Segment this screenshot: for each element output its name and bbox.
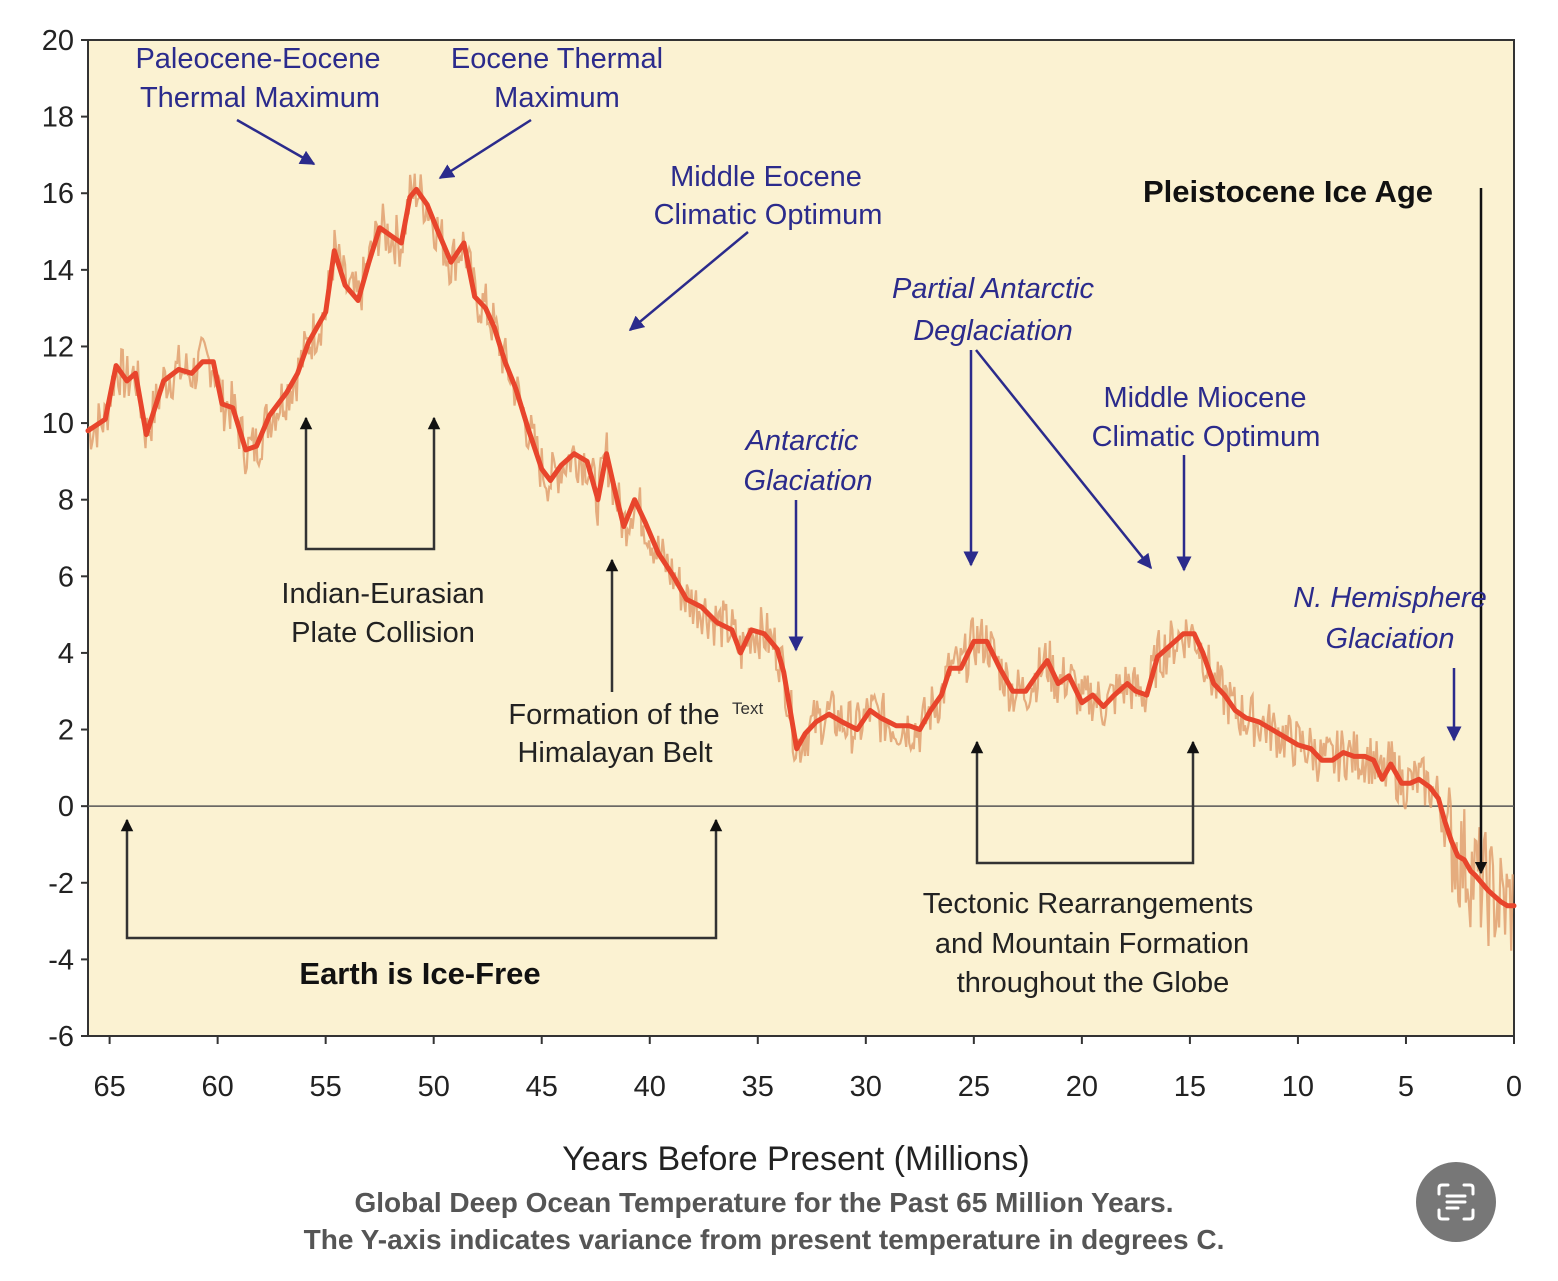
y-tick-label: 18 xyxy=(42,102,74,134)
x-tick-label: 35 xyxy=(742,1071,774,1103)
ice-free-label: Earth is Ice-Free xyxy=(299,956,540,991)
text-stub-label: Text xyxy=(732,699,763,718)
y-tick-label: -6 xyxy=(48,1021,74,1053)
etm-arrow xyxy=(438,118,532,180)
x-tick-label: 0 xyxy=(1506,1071,1522,1103)
meco-arrow xyxy=(628,231,749,331)
mmco-label-line2: Climatic Optimum xyxy=(1092,421,1321,453)
y-tick-label: 10 xyxy=(42,408,74,440)
x-tick-label: 55 xyxy=(310,1071,342,1103)
petm-arrow xyxy=(236,118,316,166)
y-tick-label: 8 xyxy=(58,485,74,517)
y-tick-label: 0 xyxy=(58,791,74,823)
y-tick-label: -2 xyxy=(48,868,74,900)
meco-label-line1: Middle Eocene xyxy=(670,161,862,193)
y-tick-label: 2 xyxy=(58,715,74,747)
chart-subtitle: The Y-axis indicates variance from prese… xyxy=(304,1224,1225,1255)
indian-eurasian-label-line2: Plate Collision xyxy=(291,617,475,649)
indian-eurasian-label-line1: Indian-Eurasian xyxy=(281,578,484,610)
partial-antarctic-label-line2: Deglaciation xyxy=(913,315,1073,347)
mmco-label-line1: Middle Miocene xyxy=(1103,382,1306,414)
etm-label-line2: Maximum xyxy=(494,82,620,114)
x-tick-label: 5 xyxy=(1398,1071,1414,1103)
y-tick-label: -4 xyxy=(48,944,74,976)
text-scan-button[interactable] xyxy=(1416,1162,1496,1242)
y-tick-label: 12 xyxy=(42,331,74,363)
nh-glaciation-label-line1: N. Hemisphere xyxy=(1293,582,1486,614)
x-tick-label: 20 xyxy=(1066,1071,1098,1103)
annotation-arrows xyxy=(120,118,1488,940)
x-tick-label: 50 xyxy=(418,1071,450,1103)
y-tick-label: 16 xyxy=(42,178,74,210)
x-axis-label: Years Before Present (Millions) xyxy=(562,1140,1029,1178)
y-tick-label: 20 xyxy=(42,25,74,57)
ice-free-bracket xyxy=(120,818,723,940)
y-tick-label: 14 xyxy=(42,255,74,287)
x-tick-label: 65 xyxy=(93,1071,125,1103)
x-tick-label: 40 xyxy=(634,1071,666,1103)
himalayan-label-line2: Himalayan Belt xyxy=(517,737,712,769)
x-tick-label: 60 xyxy=(202,1071,234,1103)
petm-label-line2: Thermal Maximum xyxy=(140,82,380,114)
y-tick-label: 4 xyxy=(58,638,74,670)
x-tick-label: 10 xyxy=(1282,1071,1314,1103)
y-tick-label: 6 xyxy=(58,561,74,593)
etm-label-line1: Eocene Thermal xyxy=(451,43,663,75)
partial-antarctic-label-line1: Partial Antarctic xyxy=(892,273,1094,305)
himalayan-label-line1: Formation of the xyxy=(508,699,719,731)
raw-series-line xyxy=(86,173,1514,951)
antarctic-glaciation-label-line2: Glaciation xyxy=(744,465,873,497)
meco-label-line2: Climatic Optimum xyxy=(654,199,883,231)
x-tick-label: 45 xyxy=(526,1071,558,1103)
x-tick-label: 25 xyxy=(958,1071,990,1103)
nh-glaciation-label-line2: Glaciation xyxy=(1326,623,1455,655)
x-tick-label: 30 xyxy=(850,1071,882,1103)
text-scan-icon xyxy=(1437,1183,1475,1221)
petm-label-line1: Paleocene-Eocene xyxy=(135,43,380,75)
x-tick-label: 15 xyxy=(1174,1071,1206,1103)
tectonic-label-line3: throughout the Globe xyxy=(957,967,1229,999)
indian-eurasian-bracket xyxy=(299,416,441,551)
tectonic-label-line1: Tectonic Rearrangements xyxy=(923,888,1253,920)
smoothed-series-line xyxy=(85,186,1517,909)
chart-title: Global Deep Ocean Temperature for the Pa… xyxy=(354,1187,1173,1218)
antarctic-glaciation-label-line1: Antarctic xyxy=(744,425,859,457)
tectonic-label-line2: and Mountain Formation xyxy=(935,928,1249,960)
tectonic-bracket xyxy=(970,740,1200,865)
partial-antarctic-arrow-right xyxy=(975,349,1152,570)
plot-area xyxy=(87,39,1515,1037)
pleistocene-label: Pleistocene Ice Age xyxy=(1143,174,1433,209)
